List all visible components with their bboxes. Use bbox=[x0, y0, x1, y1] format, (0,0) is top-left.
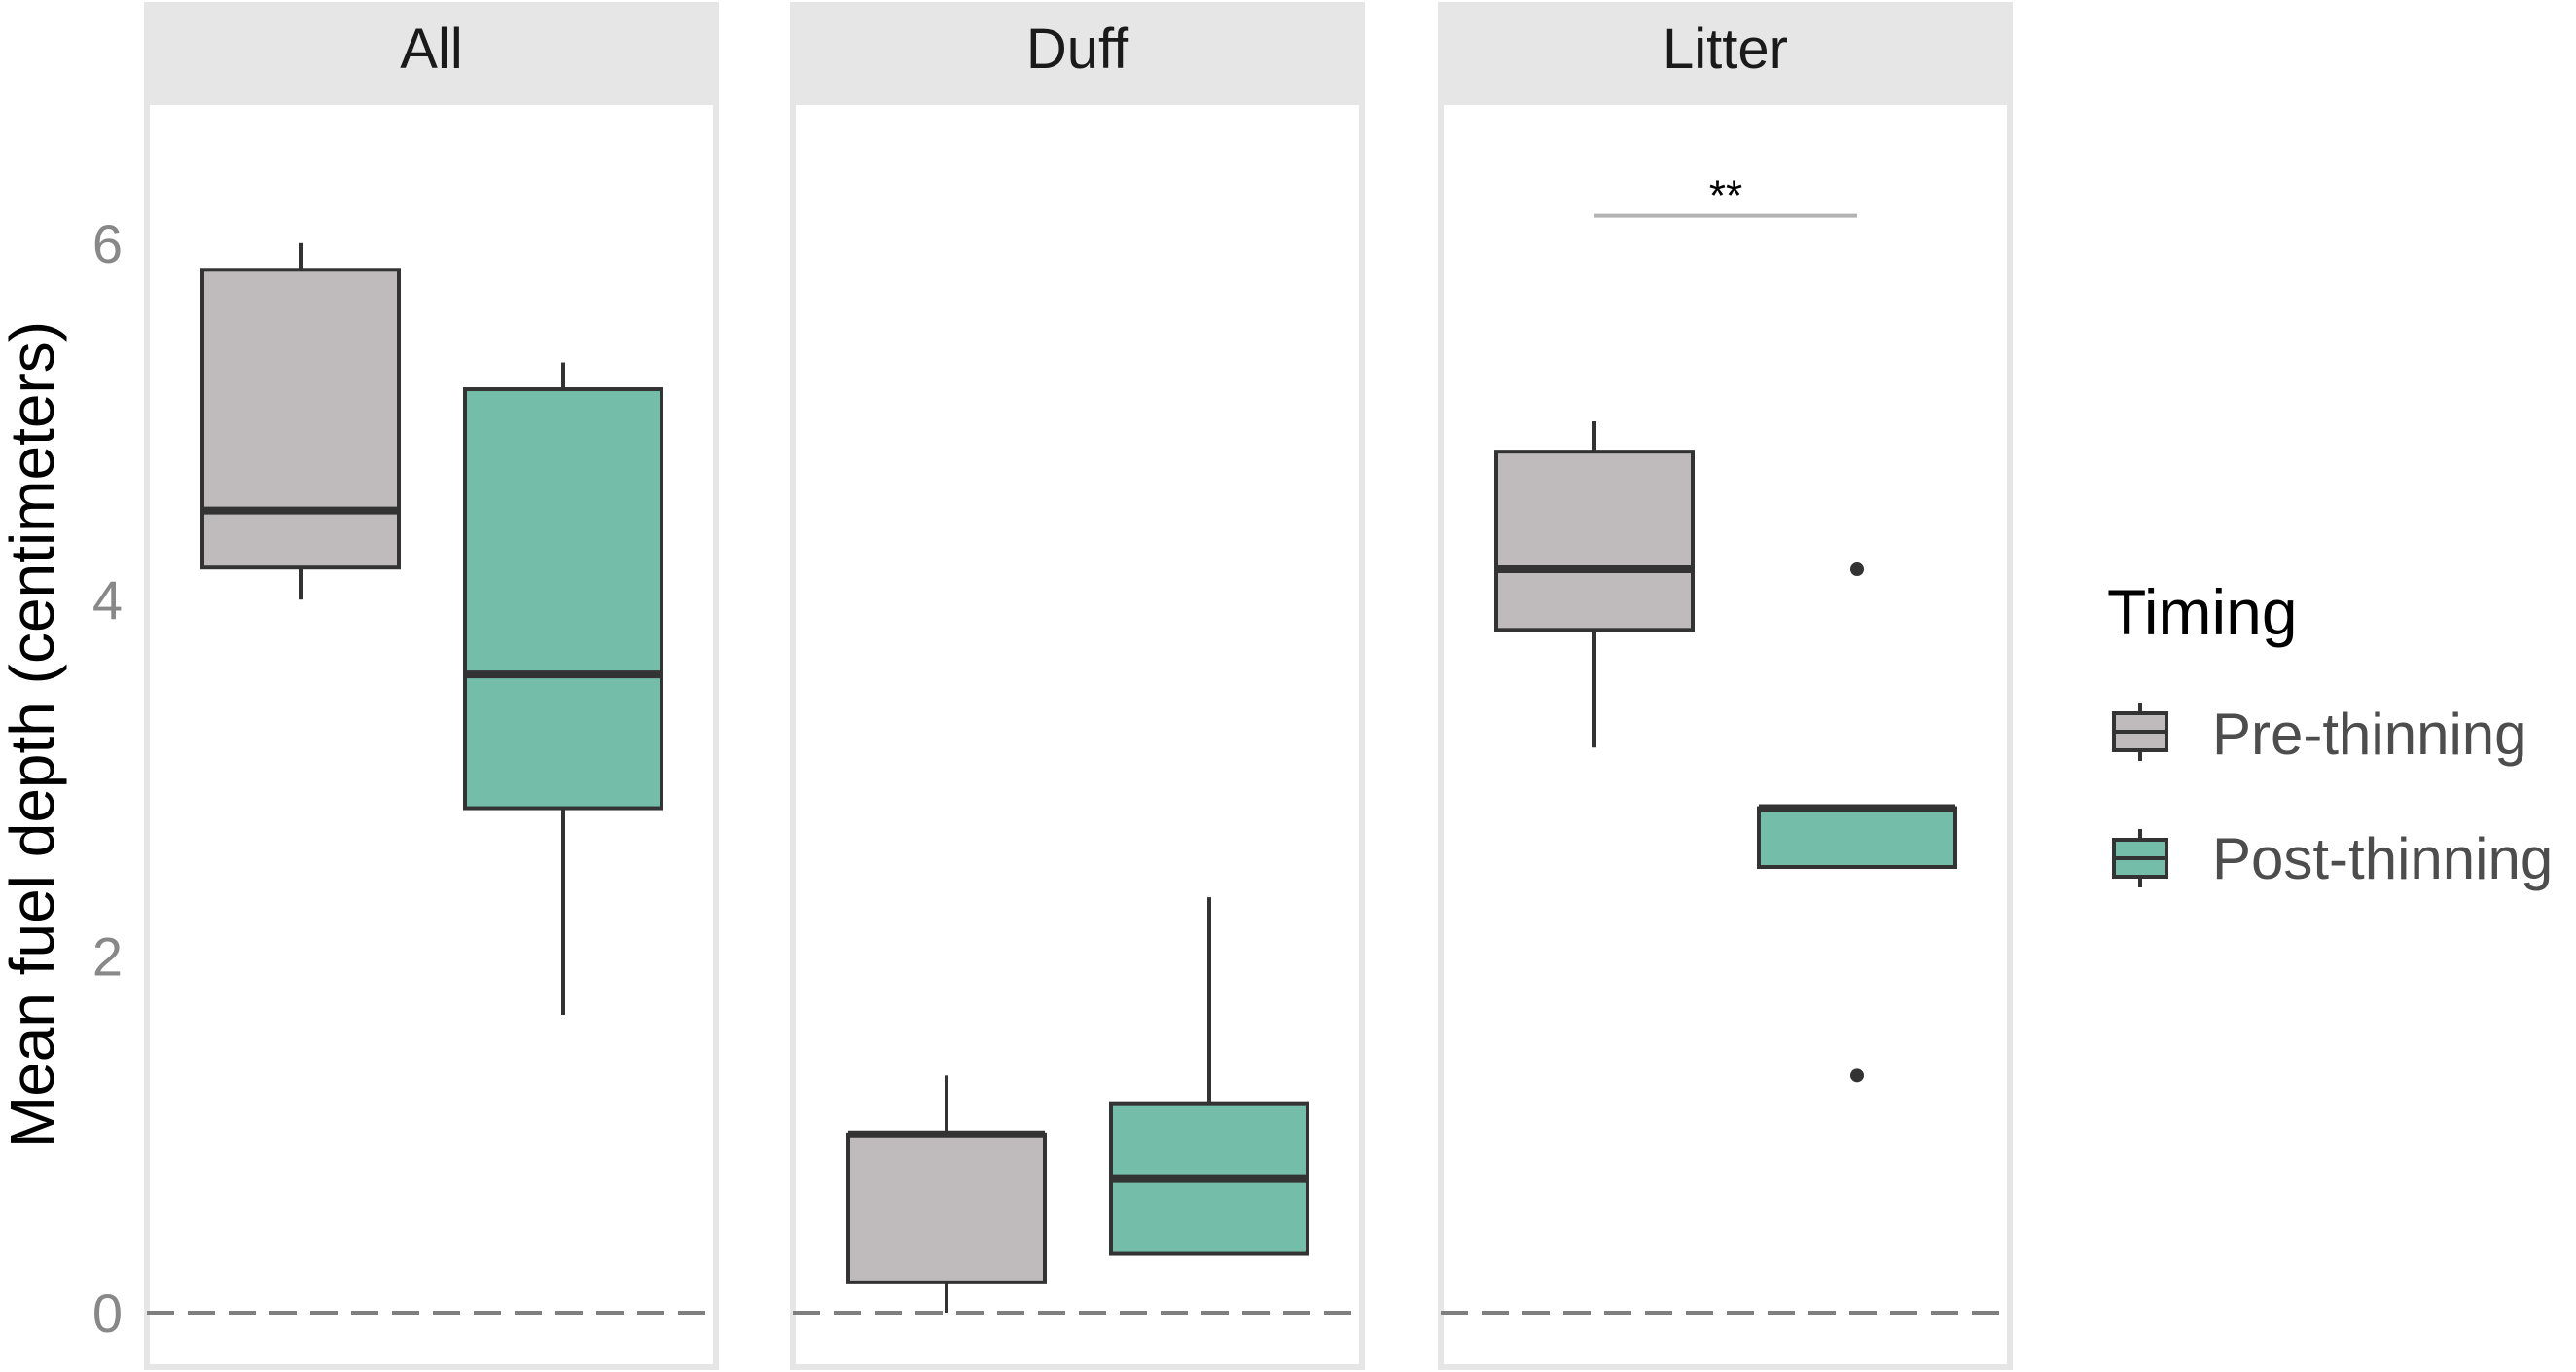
legend-label: Pre-thinning bbox=[2212, 702, 2527, 767]
legend-key-post-thinning bbox=[2112, 829, 2168, 887]
y-tick-label: 2 bbox=[92, 926, 123, 988]
box-pre-thinning bbox=[200, 242, 401, 600]
facet-panels: All Duff Litter ** bbox=[144, 2, 2013, 1370]
facet-litter: Litter ** bbox=[1438, 2, 2013, 1370]
box-body bbox=[200, 268, 401, 570]
y-axis-title: Mean fuel depth (centimeters) bbox=[0, 321, 67, 1148]
outlier-point bbox=[1850, 1068, 1864, 1083]
box-body bbox=[1757, 806, 1957, 870]
facet-strip bbox=[144, 2, 719, 102]
box-body bbox=[1494, 450, 1695, 632]
facet-label: Litter bbox=[1663, 18, 1788, 81]
box-pre-thinning bbox=[1494, 421, 1695, 748]
facet-all: All bbox=[144, 2, 719, 1370]
box-post-thinning bbox=[1757, 562, 1957, 1083]
significance-label: ** bbox=[1709, 172, 1742, 220]
facet-strip bbox=[790, 2, 1365, 102]
y-tick-label: 6 bbox=[92, 213, 123, 274]
legend-key-pre-thinning bbox=[2112, 703, 2168, 761]
legend: Timing Pre-thinning Post-thinning bbox=[2107, 576, 2553, 891]
legend-entry-post-thinning: Post-thinning bbox=[2112, 826, 2553, 891]
legend-title: Timing bbox=[2107, 576, 2298, 648]
y-tick-label: 0 bbox=[92, 1282, 123, 1344]
outlier-point bbox=[1850, 562, 1864, 577]
box-pre-thinning bbox=[846, 1075, 1047, 1313]
facet-duff: Duff bbox=[790, 2, 1365, 1370]
y-axis: 0 2 4 6 bbox=[92, 213, 123, 1344]
box-body bbox=[463, 387, 663, 811]
facet-strip bbox=[1438, 2, 2013, 102]
panel-border bbox=[1438, 99, 2013, 1370]
box-body bbox=[846, 1132, 1047, 1284]
legend-label: Post-thinning bbox=[2212, 826, 2553, 891]
facet-label: All bbox=[400, 18, 462, 81]
y-tick-label: 4 bbox=[92, 569, 123, 631]
legend-entry-pre-thinning: Pre-thinning bbox=[2112, 702, 2527, 767]
box-post-thinning bbox=[1109, 897, 1309, 1256]
box-post-thinning bbox=[463, 362, 663, 1016]
facet-label: Duff bbox=[1026, 18, 1129, 81]
